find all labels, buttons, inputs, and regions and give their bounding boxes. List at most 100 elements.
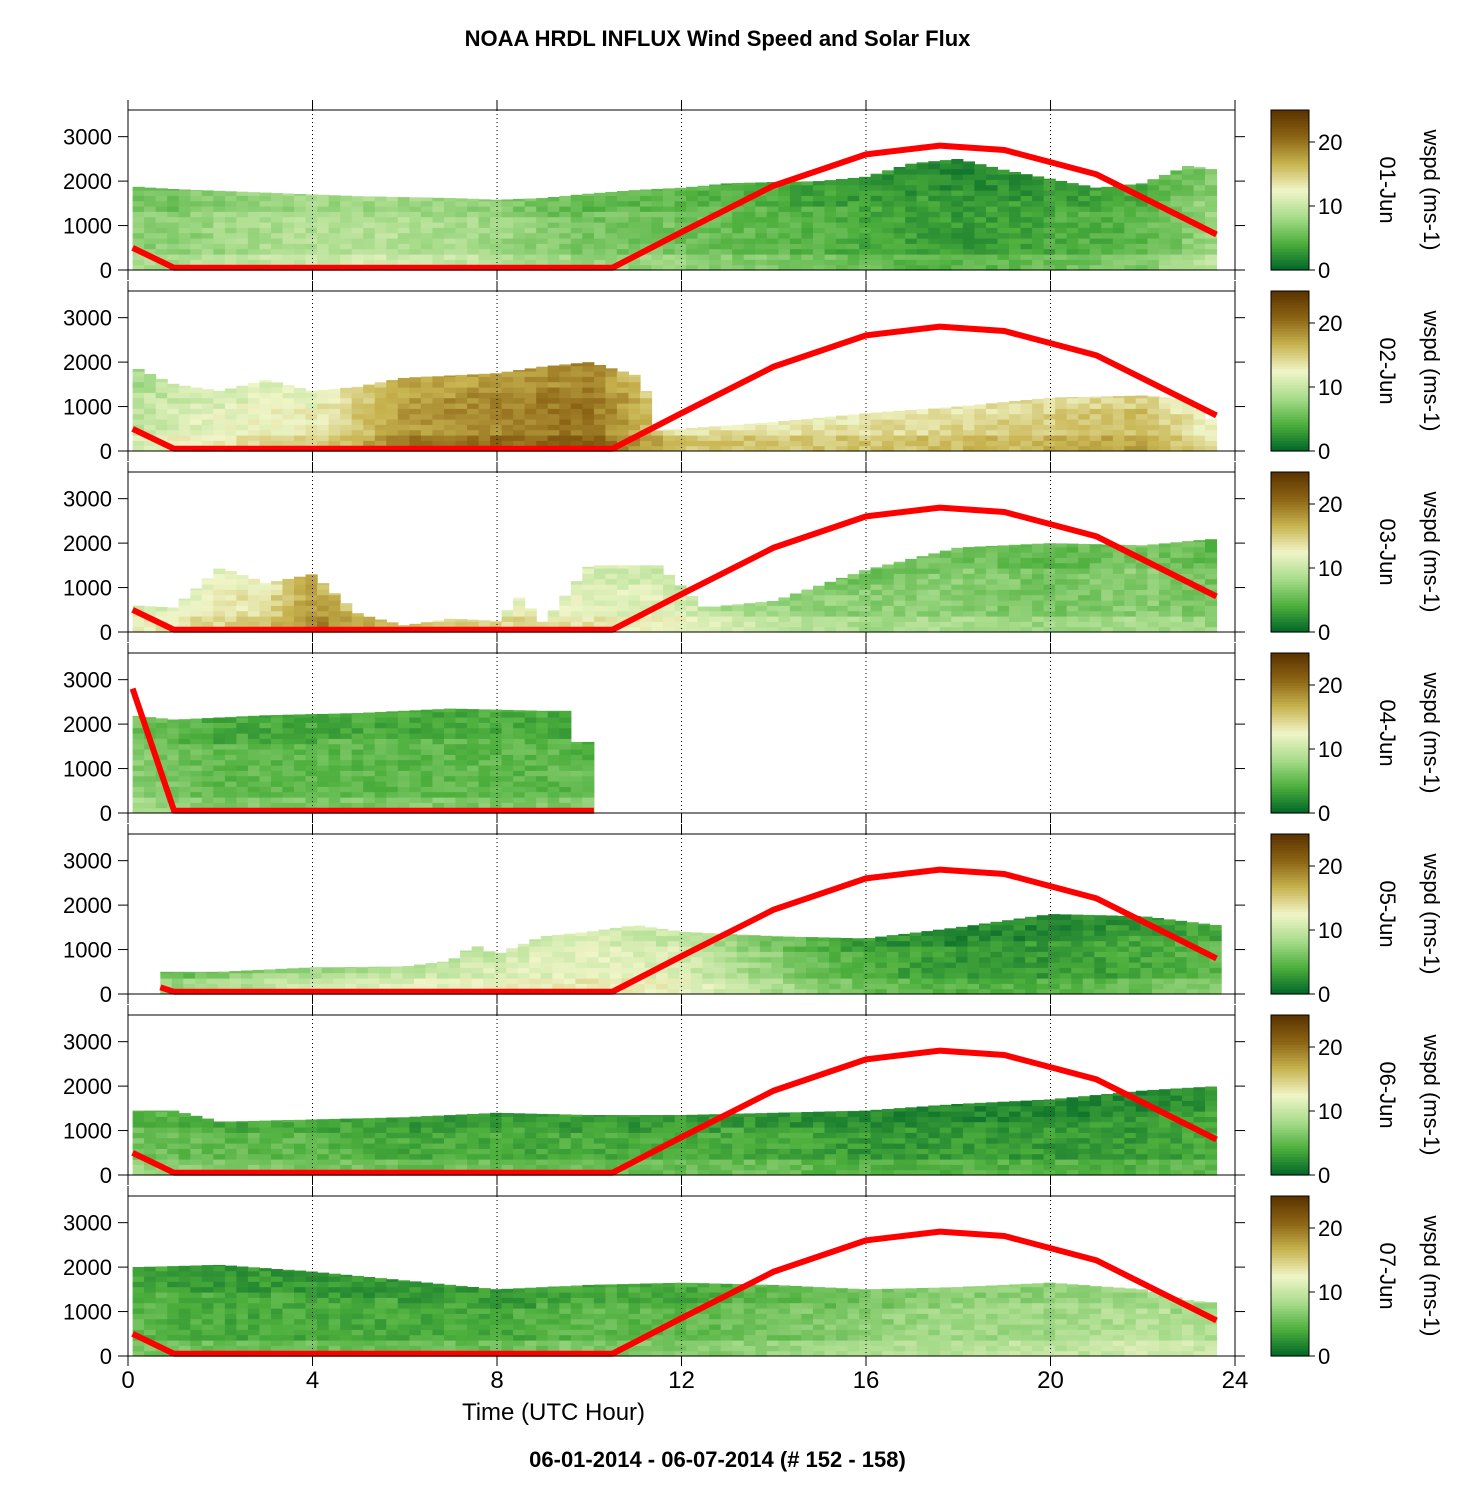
wind-cell — [247, 382, 260, 388]
wind-cell — [1043, 190, 1056, 196]
colorbar-swatch — [1271, 658, 1309, 662]
wind-cell — [1182, 243, 1195, 250]
wind-cell — [836, 206, 849, 212]
colorbar-swatch — [1271, 488, 1309, 492]
wind-cell — [490, 440, 503, 447]
wind-cell — [1043, 248, 1056, 255]
colorbar-tick-label: 20 — [1318, 130, 1342, 155]
wind-cell — [559, 797, 572, 803]
wind-cell — [351, 440, 364, 447]
wind-cell — [259, 435, 272, 441]
wind-cell — [132, 626, 145, 633]
wind-cell — [155, 378, 168, 383]
wind-cell — [1112, 397, 1125, 404]
wind-cell — [340, 413, 353, 420]
wind-cell — [1043, 178, 1056, 180]
colorbar-swatch — [1271, 309, 1309, 313]
wind-cell — [455, 435, 468, 441]
wind-cell — [536, 424, 549, 431]
wind-cell — [379, 967, 392, 974]
wind-cell — [483, 951, 496, 958]
wind-cell — [467, 198, 480, 202]
wind-cell — [1158, 543, 1171, 548]
wind-cell — [190, 605, 203, 612]
wind-cell — [616, 397, 629, 404]
wind-cell — [351, 727, 364, 734]
wind-cell — [344, 967, 357, 974]
wind-cell — [1009, 259, 1022, 266]
wind-cell — [1055, 195, 1068, 202]
wind-cell — [1193, 190, 1206, 196]
colorbar-swatch — [1271, 110, 1309, 114]
wind-cell — [524, 610, 537, 617]
wind-cell — [1124, 254, 1137, 260]
wind-cell — [640, 227, 653, 234]
wind-cell — [259, 594, 272, 601]
wind-cell — [559, 616, 572, 622]
wind-cell — [905, 174, 918, 180]
wind-cell — [501, 376, 514, 383]
wind-cell — [674, 626, 687, 633]
wind-cell — [317, 584, 330, 590]
wind-cell — [201, 584, 214, 590]
wind-cell — [563, 962, 576, 968]
wind-cell — [524, 259, 537, 266]
wind-cell — [490, 232, 503, 239]
wind-cell — [928, 435, 941, 441]
wind-cell — [836, 610, 849, 617]
wind-cell — [605, 573, 618, 580]
wind-cell — [397, 424, 410, 431]
wind-cell — [178, 770, 191, 777]
wind-cell — [444, 717, 457, 723]
wind-cell — [351, 248, 364, 255]
wind-cell — [1170, 616, 1183, 622]
wind-cell — [144, 759, 157, 766]
colorbar-swatch — [1271, 171, 1309, 175]
wind-cell — [697, 200, 710, 207]
wind-cell — [985, 589, 998, 596]
wind-cell — [374, 781, 387, 787]
wind-cell — [190, 770, 203, 777]
wind-cell — [686, 248, 699, 255]
wind-cell — [1089, 621, 1102, 628]
wind-cell — [789, 184, 802, 191]
wind-cell — [582, 775, 595, 782]
wind-cell — [1147, 211, 1160, 218]
wind-cell — [559, 413, 572, 420]
wind-cell — [997, 610, 1010, 617]
wind-cell — [190, 397, 203, 404]
wind-cell — [144, 802, 157, 809]
wind-cell — [882, 184, 895, 191]
wind-cell — [167, 254, 180, 260]
wind-cell — [155, 749, 168, 755]
wind-cell — [605, 381, 618, 388]
wind-cell — [870, 179, 883, 186]
wind-cell — [1147, 397, 1160, 404]
wind-cell — [697, 227, 710, 234]
wind-cell — [697, 243, 710, 250]
wind-cell — [513, 222, 526, 228]
wind-cell — [1147, 254, 1160, 260]
colorbar-swatch — [1271, 413, 1309, 417]
wind-cell — [478, 440, 491, 447]
panel-date-label: 01-Jun — [1375, 156, 1400, 223]
wind-cell — [213, 616, 226, 622]
wind-cell — [178, 781, 191, 787]
wind-cell — [847, 232, 860, 239]
wind-cell — [593, 605, 606, 612]
wind-cell — [1170, 264, 1183, 271]
y-tick-label: 0 — [100, 258, 112, 283]
wind-cell — [317, 419, 330, 425]
wind-cell — [432, 408, 445, 415]
wind-cell — [720, 184, 733, 191]
wind-cell — [1158, 179, 1171, 186]
wind-cell — [628, 445, 641, 452]
wind-cell — [190, 254, 203, 260]
wind-cell — [697, 206, 710, 212]
wind-cell — [1055, 546, 1068, 553]
wind-cell — [271, 392, 284, 399]
wind-cell — [513, 403, 526, 409]
wind-cell — [651, 565, 664, 569]
wind-cell — [363, 387, 376, 393]
wind-cell — [1009, 605, 1022, 612]
